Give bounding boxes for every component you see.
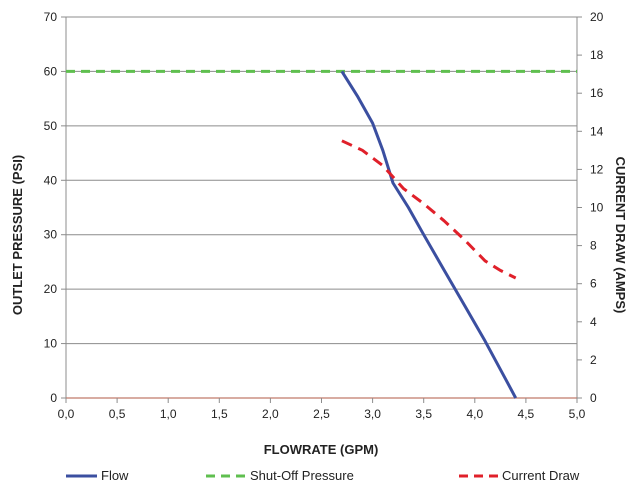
legend-label: Shut-Off Pressure [250, 468, 354, 483]
bottom-tick-label: 4,5 [518, 407, 535, 421]
gridlines [66, 16, 577, 399]
y-axis-title: OUTLET PRESSURE (PSI) [10, 155, 25, 315]
bottom-tick-label: 2,5 [313, 407, 330, 421]
bottom-tick-label: 3,5 [415, 407, 432, 421]
bottom-tick-label: 3,0 [364, 407, 381, 421]
right-tick-label: 12 [590, 162, 604, 176]
plot-area [65, 17, 578, 399]
left-tick-label: 10 [44, 337, 58, 351]
right-tick-label: 14 [590, 124, 604, 138]
bottom-tick-label: 4,0 [466, 407, 483, 421]
right-tick-label: 0 [590, 391, 597, 405]
bottom-tick-label: 1,5 [211, 407, 228, 421]
right-tick-label: 2 [590, 353, 597, 367]
x-axis-title: FLOWRATE (GPM) [264, 442, 379, 457]
left-tick-label: 0 [50, 391, 57, 405]
right-tick-label: 20 [590, 10, 604, 24]
bottom-tick-label: 1,0 [160, 407, 177, 421]
legend-label: Flow [101, 468, 129, 483]
right-tick-label: 16 [590, 86, 604, 100]
bottom-axis-ticks: 0,0 0,5 1,0 1,5 2,0 2,5 3,0 3,5 4,0 4,5 5,0 [58, 398, 586, 421]
left-tick-label: 60 [44, 64, 58, 78]
left-tick-label: 50 [44, 119, 58, 133]
left-tick-label: 40 [44, 173, 58, 187]
series-flow [340, 70, 518, 399]
left-tick-label: 30 [44, 228, 58, 242]
bottom-tick-label: 2,0 [262, 407, 279, 421]
legend-label: Current Draw [502, 468, 580, 483]
left-tick-label: 20 [44, 282, 58, 296]
bottom-tick-label: 5,0 [569, 407, 586, 421]
bottom-tick-label: 0,5 [109, 407, 126, 421]
y2-axis-title: CURRENT DRAW (AMPS) [613, 157, 628, 314]
right-tick-label: 10 [590, 201, 604, 215]
right-axis-ticks: 0 2 4 6 8 10 12 14 16 18 20 [577, 10, 604, 405]
series-layer [66, 69, 577, 399]
right-tick-label: 4 [590, 315, 597, 329]
right-tick-label: 6 [590, 277, 597, 291]
legend: Flow Shut-Off Pressure Current Draw [66, 468, 580, 483]
bottom-tick-label: 0,0 [58, 407, 75, 421]
right-tick-label: 8 [590, 239, 597, 253]
left-tick-label: 70 [44, 10, 58, 24]
series-current-draw [341, 139, 517, 280]
left-axis-ticks: 0 10 20 30 40 50 60 70 [44, 10, 66, 405]
right-tick-label: 18 [590, 48, 604, 62]
